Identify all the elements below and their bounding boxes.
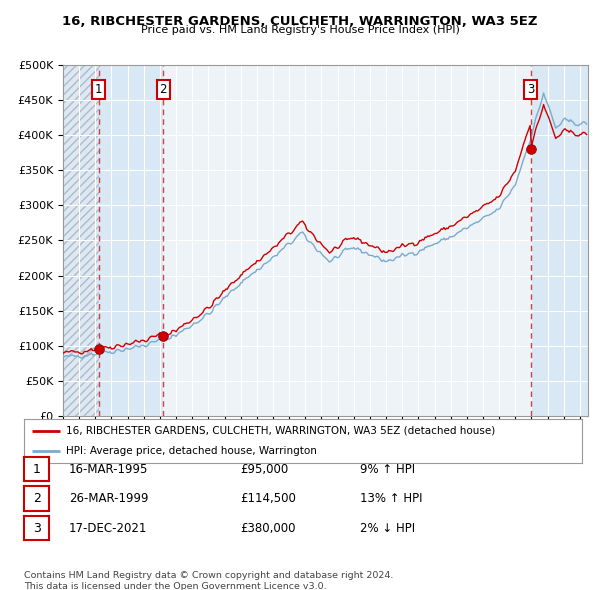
Text: 1: 1 [32, 463, 41, 476]
Text: HPI: Average price, detached house, Warrington: HPI: Average price, detached house, Warr… [66, 446, 317, 456]
Text: 16, RIBCHESTER GARDENS, CULCHETH, WARRINGTON, WA3 5EZ (detached house): 16, RIBCHESTER GARDENS, CULCHETH, WARRIN… [66, 426, 495, 436]
Bar [98, 65, 163, 416]
Text: 17-DEC-2021: 17-DEC-2021 [69, 522, 148, 535]
Text: 16-MAR-1995: 16-MAR-1995 [69, 463, 148, 476]
Text: 26-MAR-1999: 26-MAR-1999 [69, 492, 149, 505]
Text: 2: 2 [32, 492, 41, 505]
Text: £95,000: £95,000 [240, 463, 288, 476]
Bar [63, 65, 98, 416]
Text: 16, RIBCHESTER GARDENS, CULCHETH, WARRINGTON, WA3 5EZ: 16, RIBCHESTER GARDENS, CULCHETH, WARRIN… [62, 15, 538, 28]
Text: 3: 3 [527, 83, 535, 96]
Text: Price paid vs. HM Land Registry's House Price Index (HPI): Price paid vs. HM Land Registry's House … [140, 25, 460, 35]
Text: 2% ↓ HPI: 2% ↓ HPI [360, 522, 415, 535]
Bar [531, 65, 588, 416]
Text: £380,000: £380,000 [240, 522, 296, 535]
Text: 3: 3 [32, 522, 41, 535]
Text: 1: 1 [95, 83, 103, 96]
Text: 9% ↑ HPI: 9% ↑ HPI [360, 463, 415, 476]
Text: 2: 2 [160, 83, 167, 96]
Text: 13% ↑ HPI: 13% ↑ HPI [360, 492, 422, 505]
Text: £114,500: £114,500 [240, 492, 296, 505]
Text: Contains HM Land Registry data © Crown copyright and database right 2024.
This d: Contains HM Land Registry data © Crown c… [24, 571, 394, 590]
